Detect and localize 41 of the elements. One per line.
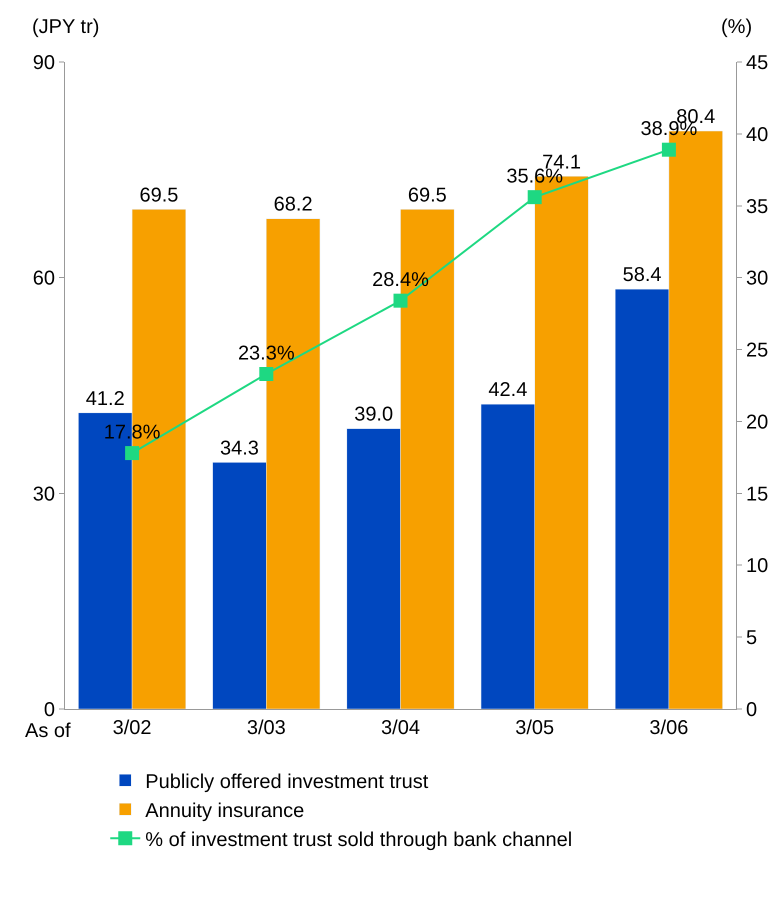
y2-tick-label: 5 [746, 627, 758, 650]
y2-tick-label: 15 [746, 483, 768, 506]
y2-tick-label: 25 [746, 340, 768, 362]
legend-label: % of investment trust sold through bank channel [145, 829, 572, 852]
legend-label: Publicly offered investment trust [145, 771, 429, 794]
data-label: 34.3 [220, 437, 259, 460]
data-label: 23.3% [238, 342, 295, 364]
point [259, 367, 274, 381]
data-label: 28.4% [372, 268, 430, 291]
x-tick-label: 3/04 [381, 717, 420, 739]
y2-tick-label: 35 [746, 196, 768, 218]
y-axis-title: (JPY tr) [32, 16, 100, 38]
y2-axis-title: (%) [721, 16, 752, 38]
y-tick-label: 0 [44, 699, 55, 721]
y-tick-label: 60 [32, 268, 55, 290]
y2-tick-label: 20 [746, 411, 768, 434]
y2-tick-label: 45 [746, 52, 768, 74]
x-tick-label: 3/06 [649, 717, 688, 739]
data-label: 69.5 [408, 184, 447, 206]
point [125, 446, 140, 460]
data-label: 68.2 [274, 194, 313, 216]
data-label: 42.4 [488, 379, 528, 402]
x-tick-label: 3/02 [112, 717, 152, 739]
data-label: 39.0 [354, 404, 394, 426]
text: As of [25, 720, 72, 742]
data-label: 41.2 [86, 388, 125, 410]
y-tick-label: 30 [32, 483, 55, 506]
data-label: 69.5 [139, 184, 178, 206]
point [394, 294, 408, 308]
point [528, 190, 542, 204]
data-label: 58.4 [622, 264, 662, 286]
y2-tick-label: 40 [746, 124, 768, 146]
legend-label: Annuity insurance [145, 800, 304, 822]
y2-tick-label: 10 [746, 555, 768, 578]
point [662, 142, 676, 157]
y2-tick-label: 30 [746, 268, 768, 290]
y2-tick-label: 0 [746, 699, 758, 721]
data-label: 17.8% [104, 421, 161, 444]
x-tick-label: 3/05 [515, 717, 554, 739]
y-tick-label: 90 [32, 52, 55, 74]
x-tick-label: 3/03 [246, 717, 286, 739]
